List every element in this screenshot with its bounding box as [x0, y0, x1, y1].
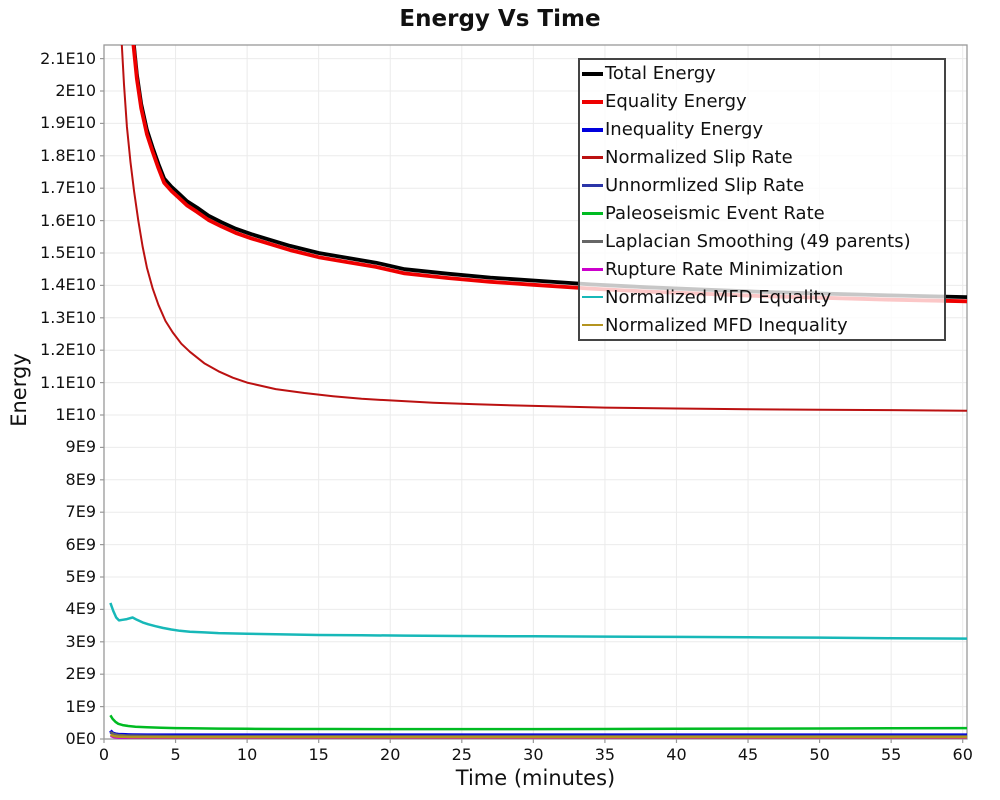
- chart-title: Energy Vs Time: [399, 6, 601, 32]
- y-tick-label-0E0: 0E0: [65, 729, 96, 748]
- y-tick-label-1.5E10: 1.5E10: [40, 243, 96, 262]
- legend-label: Rupture Rate Minimization: [605, 258, 844, 280]
- x-tick-label-60: 60: [952, 745, 973, 764]
- y-tick-label-3E9: 3E9: [65, 631, 96, 651]
- legend-label: Total Energy: [605, 63, 716, 85]
- legend-item-normalized-mfd-equality: Normalized MFD Equality: [580, 283, 944, 311]
- y-tick-label-2E10: 2E10: [55, 81, 96, 100]
- legend-label: Paleoseismic Event Rate: [605, 202, 825, 224]
- y-tick-label-1E10: 1E10: [55, 405, 96, 424]
- x-tick-label-45: 45: [737, 745, 759, 764]
- series-line-normalized-mfd-equality: [109, 602, 967, 640]
- legend-swatch-icon: [582, 128, 603, 132]
- y-tick-label-1.7E10: 1.7E10: [40, 178, 96, 198]
- legend-swatch-icon: [582, 184, 603, 187]
- y-tick-label-1.1E10: 1.1E10: [40, 372, 96, 392]
- y-tick-label-1.9E10: 1.9E10: [40, 113, 96, 133]
- y-tick-label-9E9: 9E9: [65, 437, 96, 457]
- y-tick-label-5E9: 5E9: [65, 567, 96, 586]
- y-tick-label-2E9: 2E9: [65, 664, 96, 684]
- legend-label: Normalized MFD Inequality: [605, 314, 848, 336]
- legend-label: Normalized Slip Rate: [605, 147, 793, 169]
- legend-item-inequality-energy: Inequality Energy: [580, 116, 944, 144]
- legend-swatch-icon: [582, 156, 603, 159]
- y-tick-label-1.2E10: 1.2E10: [40, 340, 96, 360]
- legend-label: Equality Energy: [605, 91, 747, 113]
- x-axis-label: Time (minutes): [455, 766, 616, 790]
- x-tick-label-20: 20: [380, 745, 401, 764]
- y-tick-label-1.4E10: 1.4E10: [40, 275, 96, 295]
- y-tick-label-8E9: 8E9: [65, 469, 96, 489]
- y-tick-label-1.6E10: 1.6E10: [40, 210, 96, 230]
- series-line-normalized-slip-rate: [120, 45, 967, 412]
- y-tick-label-1.8E10: 1.8E10: [40, 145, 96, 165]
- legend-swatch-icon: [582, 72, 603, 76]
- series-line-paleoseismic-event-rate: [109, 714, 967, 731]
- legend-label: Normalized MFD Equality: [605, 286, 832, 308]
- series-line-normalized-mfd-inequality: [109, 733, 967, 739]
- x-tick-label-10: 10: [236, 745, 258, 764]
- x-tick-label-50: 50: [809, 745, 830, 764]
- legend-item-unnormlized-slip-rate: Unnormlized Slip Rate: [580, 172, 944, 200]
- legend-box: Total Energy Equality Energy Inequality En…: [578, 58, 946, 341]
- series-line-laplacian-smoothing-49-parents-: [109, 731, 967, 737]
- y-tick-label-1E9: 1E9: [65, 696, 96, 716]
- x-tick-label-40: 40: [666, 745, 687, 764]
- legend-item-normalized-mfd-inequality: Normalized MFD Inequality: [580, 311, 944, 339]
- series-line-inequality-energy: [109, 729, 967, 737]
- x-tick-label-25: 25: [451, 745, 472, 764]
- x-tick-label-55: 55: [880, 745, 902, 764]
- legend-item-equality-energy: Equality Energy: [580, 88, 944, 116]
- legend-swatch-icon: [582, 323, 603, 327]
- legend-item-normalized-slip-rate: Normalized Slip Rate: [580, 144, 944, 172]
- y-tick-label-4E9: 4E9: [65, 599, 96, 619]
- x-tick-label-0: 0: [98, 745, 110, 764]
- legend-label: Inequality Energy: [605, 119, 764, 141]
- y-tick-label-1.3E10: 1.3E10: [40, 307, 96, 327]
- legend-item-total-energy: Total Energy: [580, 60, 944, 88]
- legend-label: Laplacian Smoothing (49 parents): [605, 230, 911, 252]
- legend-swatch-icon: [582, 212, 603, 215]
- legend-label: Unnormlized Slip Rate: [605, 175, 805, 197]
- y-tick-label-7E9: 7E9: [65, 502, 96, 522]
- legend-swatch-icon: [582, 240, 603, 243]
- x-tick-label-35: 35: [594, 745, 616, 764]
- y-tick-label-6E9: 6E9: [65, 534, 96, 554]
- legend-swatch-icon: [582, 99, 603, 104]
- legend-item-rupture-rate-minimization: Rupture Rate Minimization: [580, 255, 944, 283]
- x-tick-label-30: 30: [523, 745, 544, 764]
- legend-item-paleoseismic-event-rate: Paleoseismic Event Rate: [580, 200, 944, 228]
- legend-swatch-icon: [582, 295, 603, 299]
- legend-item-laplacian-smoothing-49-parents-: Laplacian Smoothing (49 parents): [580, 227, 944, 255]
- y-tick-label-2.1E10: 2.1E10: [40, 48, 96, 68]
- x-tick-label-15: 15: [308, 745, 329, 764]
- x-tick-label-5: 5: [170, 745, 181, 764]
- legend-swatch-icon: [582, 268, 603, 271]
